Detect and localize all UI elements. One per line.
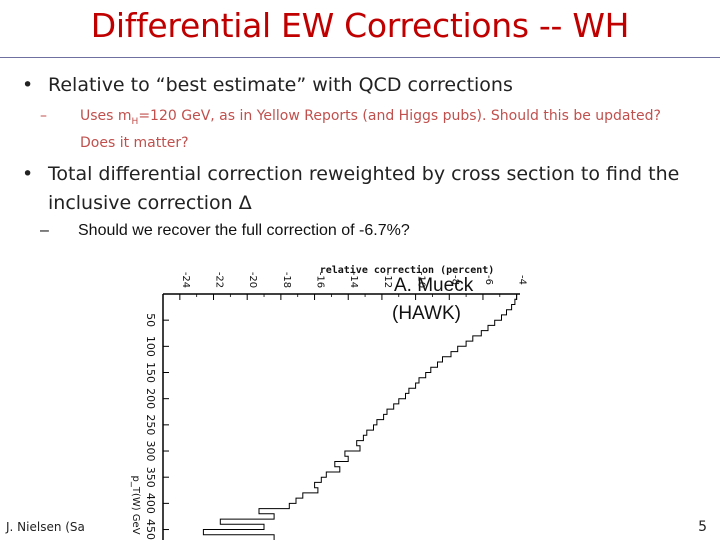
value-tick-label: -4 <box>517 275 528 285</box>
sub-bullet-marker: – <box>40 108 47 124</box>
pt-tick-label: 250 <box>144 414 157 435</box>
bullet-marker: • <box>22 74 34 96</box>
pt-tick-label: 50 <box>144 313 157 327</box>
pt-axis-label: p_T(W) GeV <box>130 475 141 534</box>
annotation-author: A. Mueck <box>394 275 474 296</box>
value-tick-label: -14 <box>348 272 359 288</box>
footer-author: J. Nielsen (Sa <box>6 520 85 534</box>
annotation-source: (HAWK) <box>392 303 461 324</box>
value-tick-label: -8 <box>449 275 460 285</box>
sub-bullet-1-text-start: Uses m <box>80 108 132 124</box>
pt-tick-label: 350 <box>144 467 157 488</box>
pt-tick-label: 200 <box>144 388 157 409</box>
value-tick-label: -12 <box>382 272 393 288</box>
value-tick-label: -20 <box>247 272 258 288</box>
sub-bullet-2-text: Should we recover the full correction of… <box>78 222 410 239</box>
sub-bullet-marker: – <box>40 222 49 239</box>
sub-bullet-1-text-end: =120 GeV, as in Yellow Reports (and Higg… <box>80 108 661 151</box>
subscript-h: H <box>131 116 139 127</box>
pt-tick-label: 150 <box>144 362 157 383</box>
pt-tick-label: 450 <box>144 519 157 540</box>
slide-title: Differential EW Corrections -- WH <box>90 6 630 45</box>
value-tick-label: -18 <box>281 272 292 288</box>
value-tick-label: -10 <box>416 272 427 288</box>
bullet-1-text: Relative to “best estimate” with QCD cor… <box>48 74 513 96</box>
page-number: 5 <box>698 519 707 535</box>
plot-title: relative correction (percent) <box>320 264 495 276</box>
value-tick-label: -16 <box>315 272 326 288</box>
bullet-2-text: Total differential correction reweighted… <box>48 163 680 214</box>
bullet-marker: • <box>22 163 34 185</box>
pt-tick-label: 400 <box>144 493 157 514</box>
sub-bullet-1-text: Uses mH=120 GeV, as in Yellow Reports (a… <box>80 106 700 154</box>
value-tick-label: -24 <box>180 272 191 288</box>
pt-tick-label: 100 <box>144 336 157 357</box>
title-divider <box>0 57 720 58</box>
pt-tick-label: 300 <box>144 441 157 462</box>
correction-series-line <box>202 294 518 540</box>
value-tick-label: -22 <box>214 272 225 288</box>
value-tick-label: -6 <box>483 275 494 285</box>
